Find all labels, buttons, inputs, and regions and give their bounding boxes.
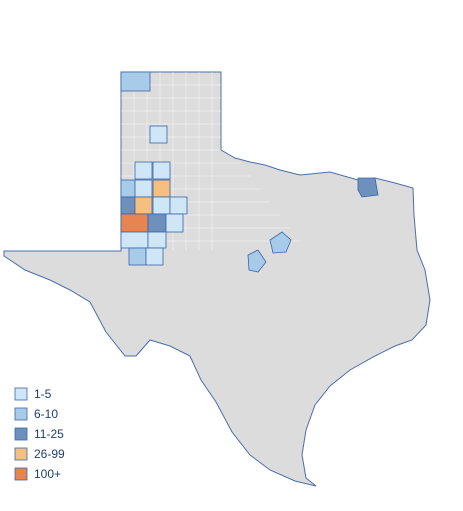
county (120, 231, 149, 249)
county (169, 196, 188, 215)
county (152, 196, 171, 215)
county (165, 213, 184, 233)
counties (120, 71, 379, 273)
legend-label: 26-99 (34, 447, 65, 461)
legend-label: 1-5 (34, 387, 52, 401)
legend-swatch (14, 447, 28, 461)
legend-swatch (14, 467, 28, 481)
county (128, 247, 147, 266)
county (357, 177, 379, 198)
county (120, 179, 136, 198)
state-outline (3, 71, 431, 487)
legend-swatch (14, 387, 28, 401)
county (149, 125, 168, 144)
legend-swatch (14, 407, 28, 421)
county (134, 196, 153, 215)
county-lines (121, 72, 300, 250)
legend-swatch (14, 427, 28, 441)
county (145, 247, 164, 266)
county (147, 231, 167, 249)
county (152, 179, 171, 198)
legend-label: 100+ (34, 467, 61, 481)
county (120, 71, 151, 92)
county-grid (121, 72, 300, 250)
county (120, 213, 149, 233)
legend-label: 11-25 (34, 427, 64, 441)
county (269, 231, 292, 254)
legend-label: 6-10 (34, 407, 58, 421)
legend: 1-5 6-10 11-25 26-99 100+ (14, 387, 65, 481)
county (134, 161, 153, 180)
county (247, 249, 267, 273)
county (134, 179, 153, 198)
county (147, 213, 167, 233)
county (120, 196, 136, 215)
county (152, 161, 171, 180)
